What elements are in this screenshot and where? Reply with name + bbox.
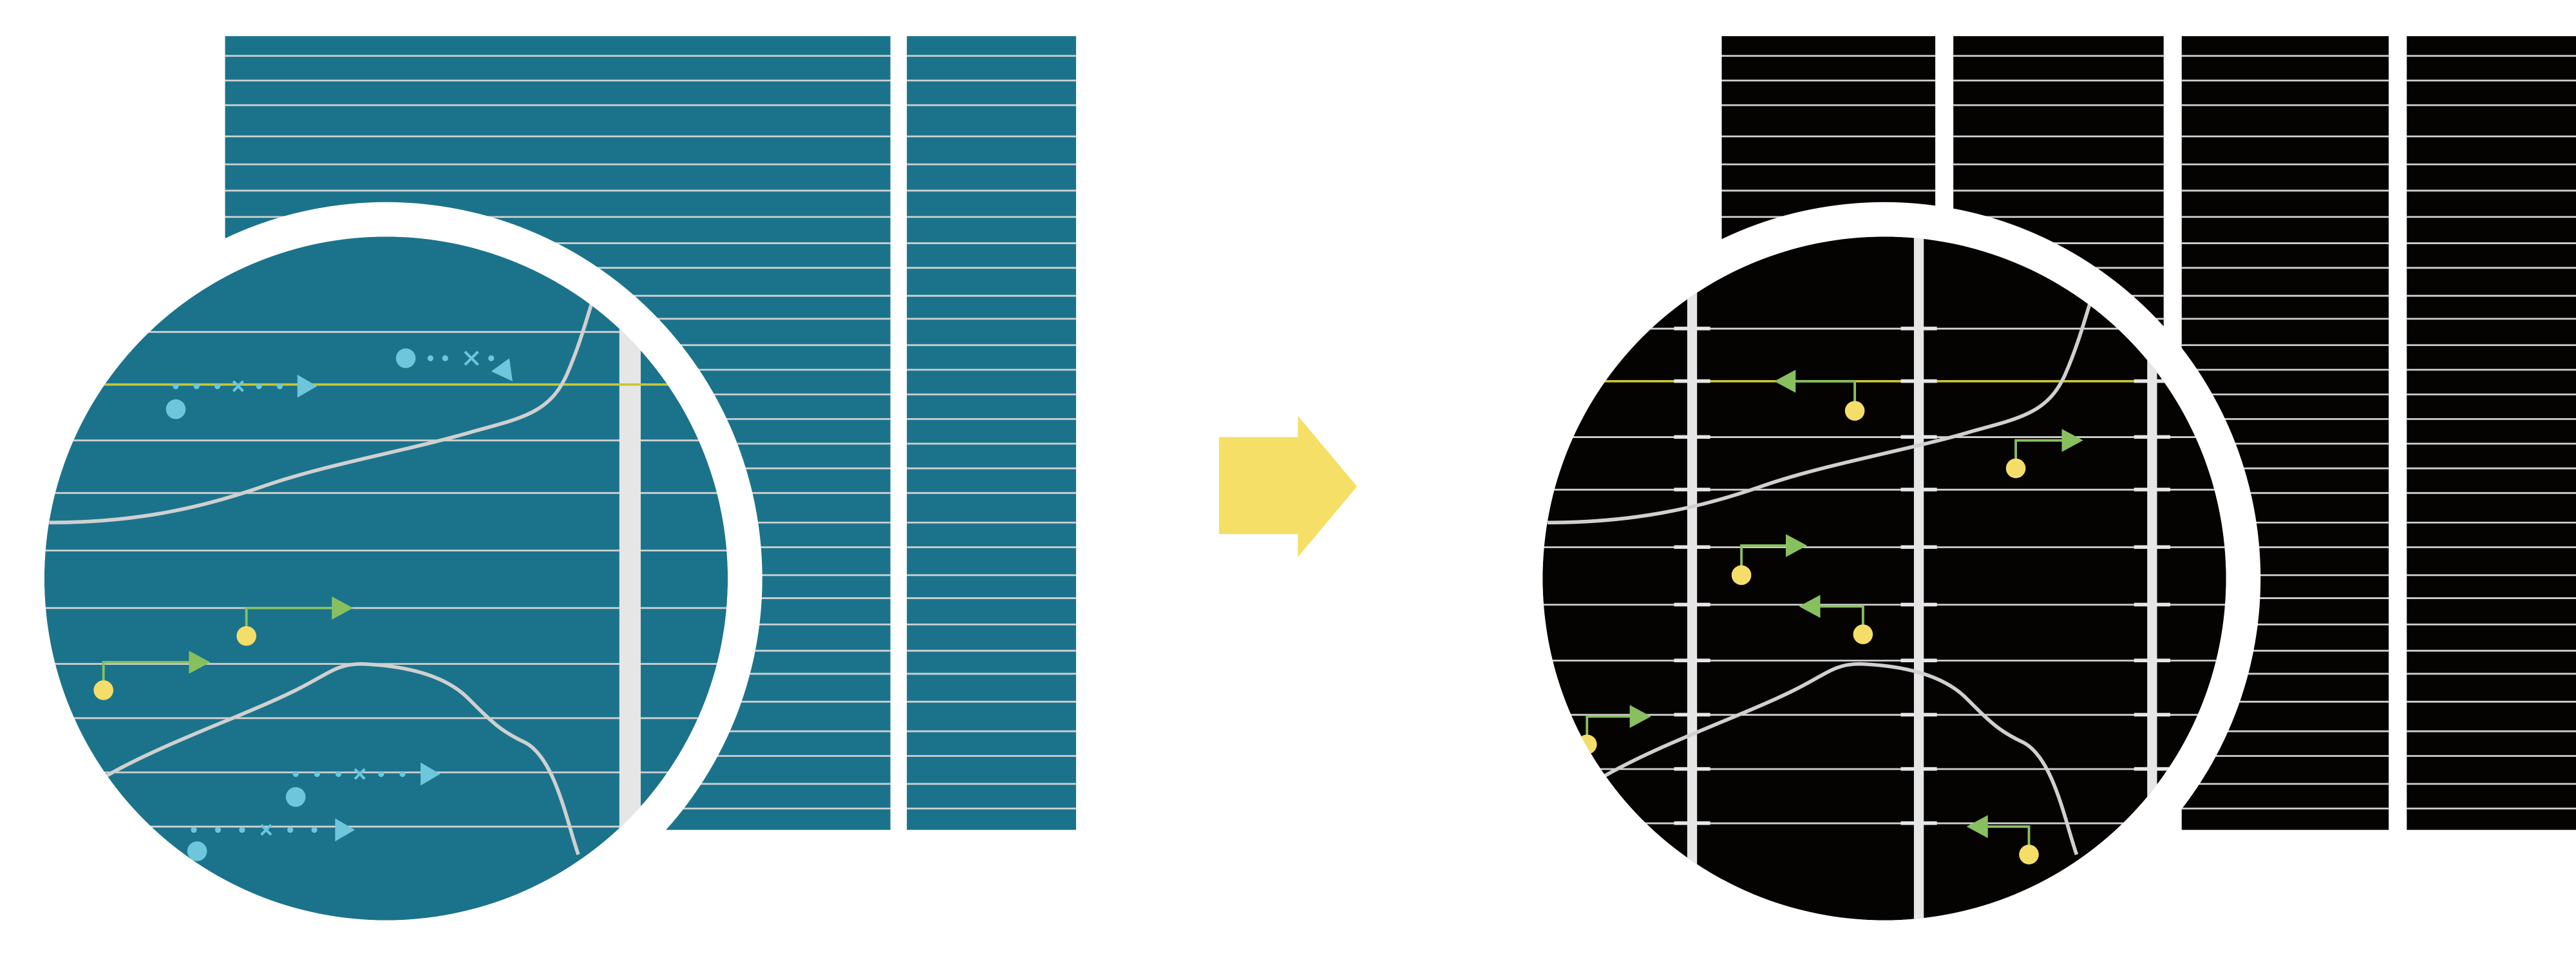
arrowhead bbox=[335, 818, 355, 842]
dot-mark bbox=[314, 770, 320, 778]
vertical-bar bbox=[1913, 236, 1924, 921]
tick-mark bbox=[1674, 435, 1710, 439]
arrowhead bbox=[189, 651, 211, 674]
dot-mark bbox=[193, 383, 200, 390]
tick-mark bbox=[2134, 545, 2170, 549]
dot-mark bbox=[287, 826, 294, 833]
yellow-dot bbox=[236, 625, 256, 646]
trajectory-curve bbox=[1548, 303, 2092, 525]
cross-mark bbox=[354, 768, 366, 780]
tick-mark bbox=[2134, 488, 2170, 492]
dot-mark bbox=[488, 355, 495, 361]
yellow-dot bbox=[2005, 458, 2026, 479]
arrowhead bbox=[1629, 705, 1651, 729]
dot-mark bbox=[378, 770, 384, 778]
tick-mark bbox=[1900, 488, 1937, 492]
yellow-dot bbox=[1844, 401, 1865, 421]
tick-mark bbox=[1900, 767, 1937, 771]
tick-mark bbox=[1900, 545, 1937, 549]
dot-mark bbox=[191, 826, 197, 833]
cross-mark bbox=[232, 380, 244, 392]
trajectory-curves bbox=[1548, 303, 2092, 855]
tick-mark bbox=[2134, 379, 2170, 383]
yellow-dot bbox=[2019, 845, 2039, 864]
vertical-bars bbox=[1674, 236, 2170, 921]
arrowhead bbox=[297, 374, 317, 398]
tick-mark bbox=[1674, 545, 1710, 549]
tick-mark bbox=[1674, 658, 1710, 663]
dot-mark bbox=[427, 355, 433, 361]
dot-mark bbox=[399, 770, 406, 778]
tick-mark bbox=[2134, 602, 2170, 607]
tick-mark bbox=[1900, 712, 1937, 717]
arrowhead bbox=[1774, 369, 1796, 393]
arrowhead bbox=[1785, 534, 1808, 557]
tick-mark bbox=[1900, 821, 1937, 825]
dot-mark bbox=[311, 826, 317, 833]
trajectory-curve bbox=[1604, 662, 2079, 855]
yellow-dot bbox=[1853, 624, 1873, 645]
tick-mark bbox=[2134, 712, 2170, 717]
dot-mark bbox=[335, 770, 342, 778]
tick-mark bbox=[2134, 435, 2170, 439]
tick-mark bbox=[1674, 327, 1710, 330]
dot-mark bbox=[214, 383, 221, 390]
grid-column bbox=[2407, 36, 2576, 830]
arrowhead bbox=[332, 597, 354, 620]
tick-mark bbox=[1900, 379, 1937, 383]
trajectory-curve bbox=[106, 662, 580, 855]
tick-mark bbox=[1900, 435, 1937, 439]
tick-mark bbox=[1674, 767, 1710, 771]
tick-mark bbox=[1674, 821, 1710, 825]
arrowhead bbox=[1966, 815, 1988, 839]
yellow-dot bbox=[93, 680, 114, 700]
arrowhead bbox=[2061, 428, 2083, 452]
tick-mark bbox=[1900, 327, 1937, 330]
right-arrow-icon bbox=[1218, 415, 1358, 557]
dot-mark bbox=[173, 383, 179, 390]
cross-mark bbox=[464, 350, 479, 366]
tick-mark bbox=[1674, 379, 1710, 383]
tick-mark bbox=[2134, 767, 2170, 771]
vertical-bar bbox=[619, 312, 641, 839]
tick-mark bbox=[1900, 602, 1937, 607]
dot-mark bbox=[256, 383, 262, 390]
trajectory-curves bbox=[49, 303, 594, 855]
vertical-bar bbox=[2147, 236, 2157, 921]
dot-mark bbox=[214, 826, 222, 833]
tick-mark bbox=[1674, 712, 1710, 717]
arrowhead bbox=[491, 358, 513, 381]
left-magnified-view bbox=[44, 236, 728, 921]
yellow-dot bbox=[1731, 565, 1752, 586]
arrowhead bbox=[1799, 595, 1821, 618]
cross-mark bbox=[260, 824, 272, 836]
dot-mark bbox=[239, 826, 245, 833]
cyan-dot bbox=[187, 841, 207, 861]
grid-column bbox=[907, 36, 1076, 830]
green-arrow-markers bbox=[93, 597, 354, 700]
cyan-dot bbox=[285, 787, 306, 807]
tick-mark bbox=[1674, 488, 1710, 492]
trajectory-curve bbox=[49, 303, 594, 525]
dotted-cyan-arrows bbox=[166, 348, 513, 861]
cyan-dot bbox=[395, 348, 416, 368]
cyan-dot bbox=[166, 399, 186, 419]
tick-mark bbox=[2134, 658, 2170, 663]
dot-mark bbox=[292, 770, 299, 778]
vertical-bar bbox=[1687, 236, 1698, 921]
tick-mark bbox=[1674, 602, 1710, 607]
dot-mark bbox=[276, 383, 283, 390]
arrowhead bbox=[421, 762, 440, 786]
tick-mark bbox=[1900, 658, 1937, 663]
dot-mark bbox=[442, 355, 448, 361]
